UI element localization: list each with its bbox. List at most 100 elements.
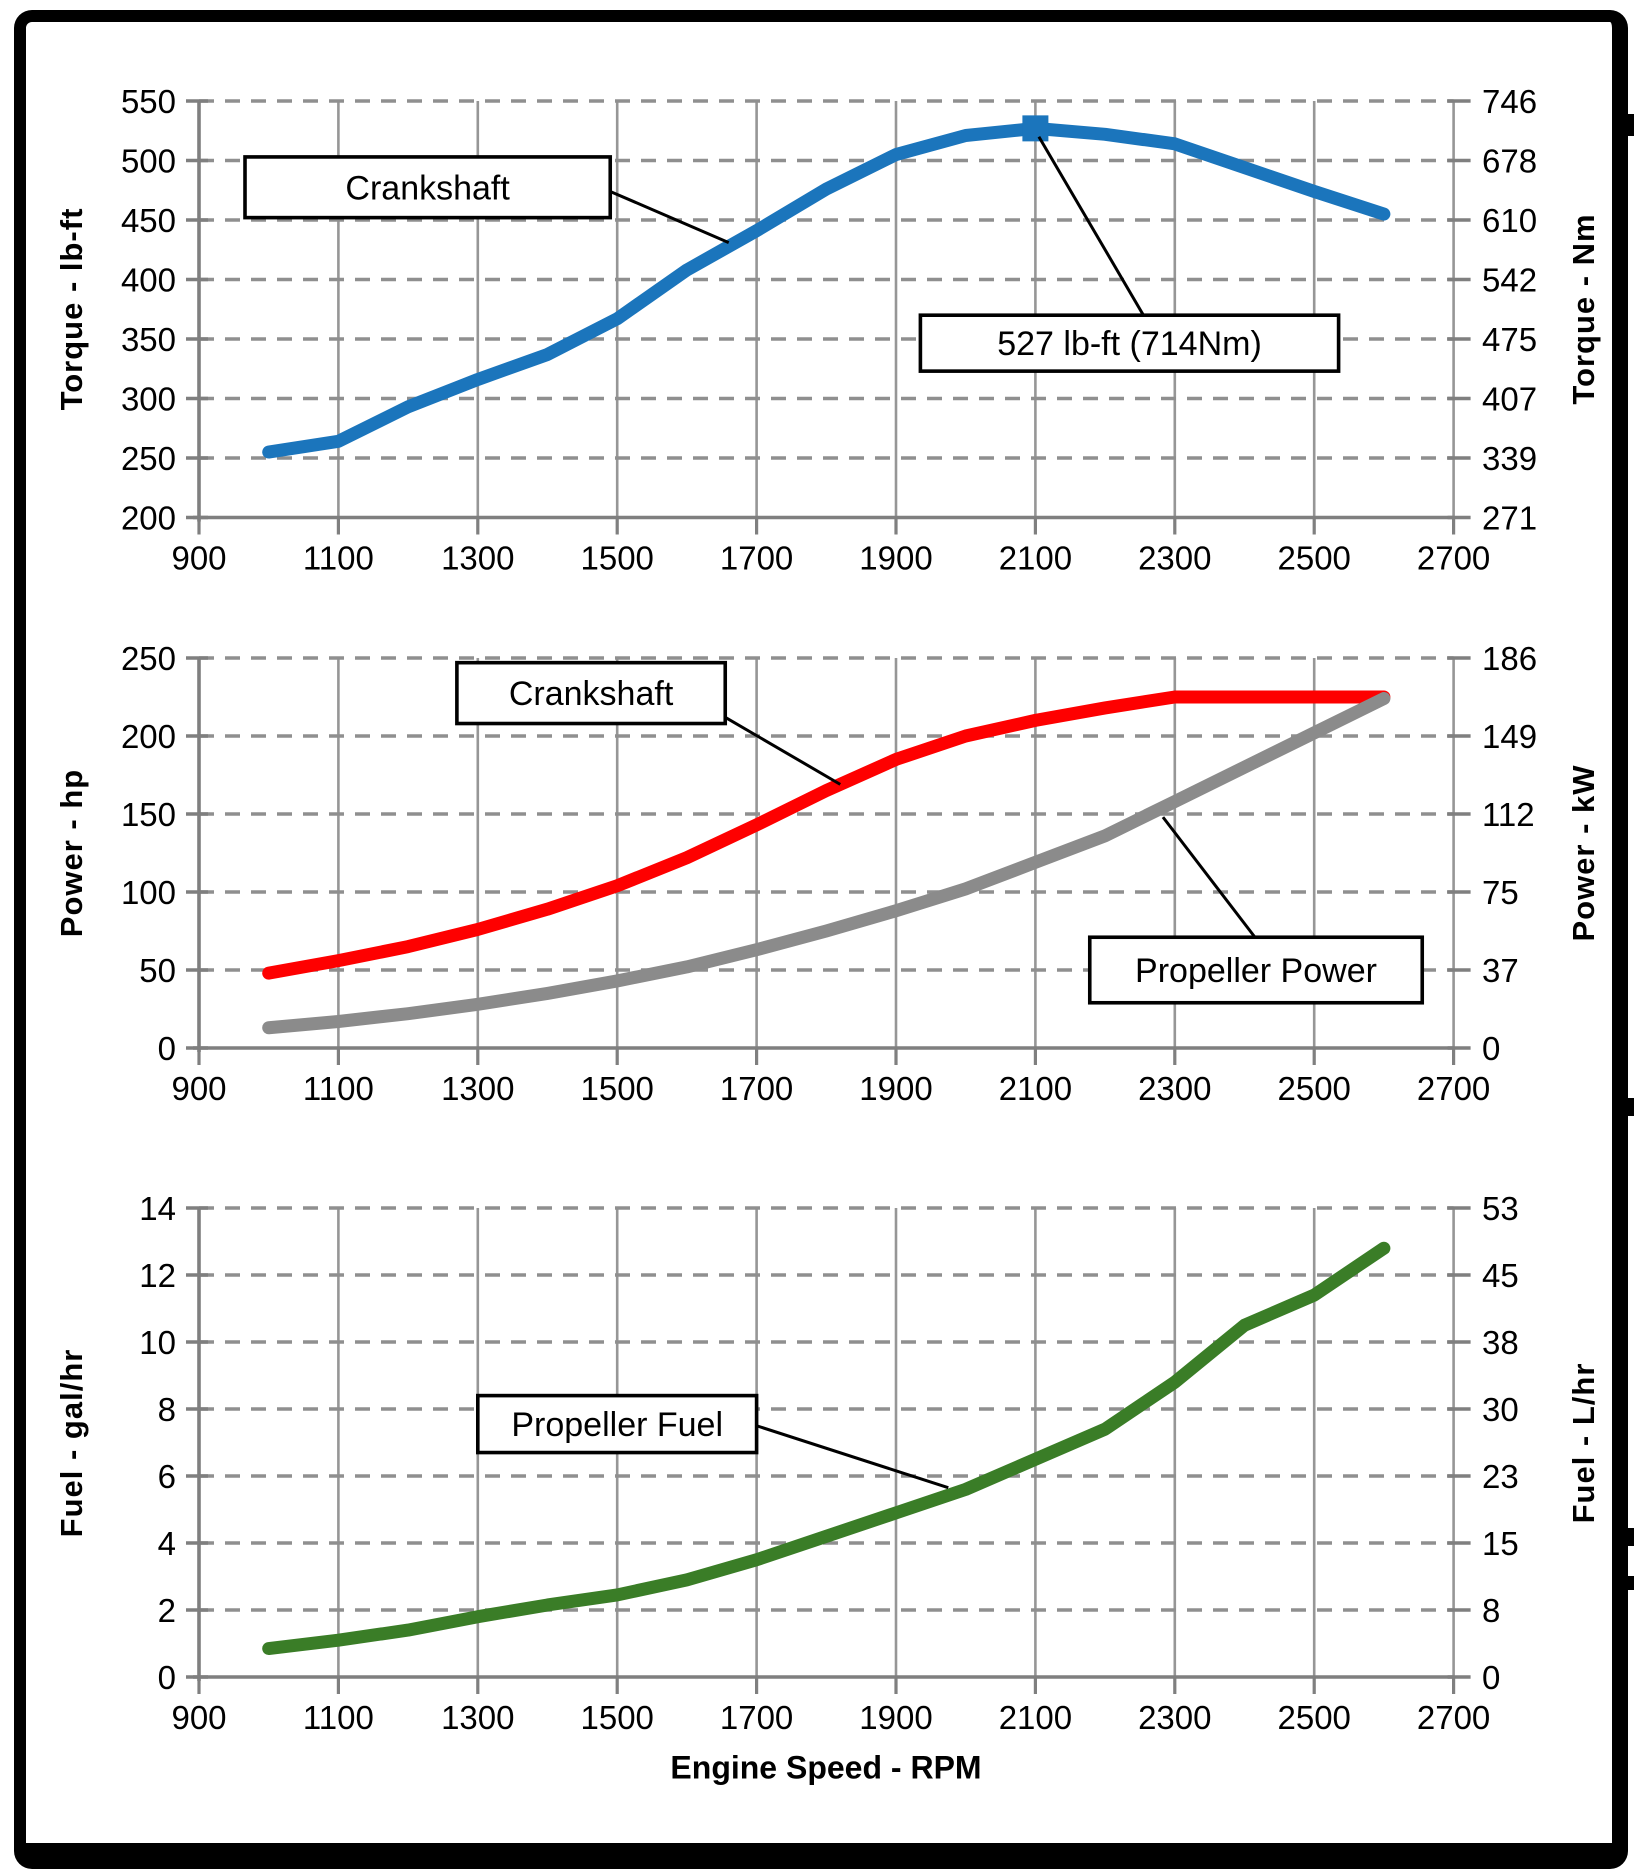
left-tick-label: 500	[121, 143, 176, 180]
left-tick-label: 14	[139, 1190, 176, 1227]
right-tick-label: 186	[1482, 640, 1537, 677]
power-propeller-callout-box	[1087, 935, 1425, 1005]
x-tick-label: 2100	[999, 1070, 1072, 1107]
power-crankshaft-callout-box	[455, 660, 728, 726]
torque-peak-callout-text: 527 lb-ft (714Nm)	[997, 325, 1262, 363]
right-tick-label: 15	[1482, 1525, 1519, 1562]
right-tick-label: 407	[1482, 381, 1537, 418]
power-propeller-callout-leader	[1161, 816, 1257, 939]
left-tick-label: 12	[139, 1257, 176, 1294]
series-propeller-fuel	[262, 1241, 1391, 1656]
edge-tab-2	[1618, 1098, 1634, 1116]
fuel-propeller-callout-text: Propeller Fuel	[511, 1406, 723, 1444]
right-tick-label: 678	[1482, 143, 1537, 180]
x-tick-label: 2700	[1417, 1699, 1490, 1736]
x-tick-label: 2500	[1277, 1699, 1350, 1736]
right-tick-label: 0	[1482, 1659, 1500, 1696]
left-tick-label: 50	[139, 952, 176, 989]
left-tick-label: 550	[121, 83, 176, 120]
x-tick-label: 2300	[1138, 540, 1211, 577]
x-tick-label: 2500	[1277, 540, 1350, 577]
right-tick-label: 746	[1482, 83, 1537, 120]
right-tick-label: 37	[1482, 952, 1519, 989]
torque-peak-callout-leader	[1037, 135, 1145, 316]
right-tick-label: 271	[1482, 500, 1537, 537]
right-tick-label: 38	[1482, 1324, 1519, 1361]
left-tick-label: 10	[139, 1324, 176, 1361]
x-tick-label: 2100	[999, 1699, 1072, 1736]
x-tick-label: 900	[171, 1070, 226, 1107]
x-tick-label: 1700	[720, 1070, 793, 1107]
series-crankshaft	[262, 121, 1391, 459]
x-axis-title: Engine Speed - RPM	[670, 1749, 982, 1786]
power-right-axis-title: Power - kW	[1566, 764, 1601, 942]
x-tick-label: 1300	[441, 540, 514, 577]
left-tick-label: 300	[121, 381, 176, 418]
x-tick-label: 2500	[1277, 1070, 1350, 1107]
x-tick-label: 1900	[859, 540, 932, 577]
fuel-left-axis-title: Fuel - gal/hr	[54, 1348, 89, 1538]
right-tick-label: 23	[1482, 1458, 1519, 1495]
power-crankshaft-callout-text: Crankshaft	[509, 675, 674, 713]
x-tick-label: 1500	[580, 1070, 653, 1107]
x-tick-label: 1500	[580, 1699, 653, 1736]
right-tick-label: 475	[1482, 321, 1537, 358]
right-tick-label: 339	[1482, 440, 1537, 477]
fuel-right-axis-title: Fuel - L/hr	[1566, 1362, 1601, 1524]
x-tick-label: 1700	[720, 1699, 793, 1736]
x-tick-label: 1300	[441, 1699, 514, 1736]
x-tick-label: 2300	[1138, 1070, 1211, 1107]
edge-tab-4	[1618, 1576, 1634, 1590]
power-crankshaft-callout-leader	[724, 715, 841, 786]
x-tick-label: 1500	[580, 540, 653, 577]
torque-peak-callout-box	[918, 313, 1341, 373]
left-tick-label: 250	[121, 640, 176, 677]
x-tick-label: 1100	[303, 540, 374, 577]
x-tick-label: 900	[171, 540, 226, 577]
edge-tab-3	[1618, 1528, 1634, 1546]
series-crankshaft	[262, 690, 1391, 980]
power-propeller-callout-text: Propeller Power	[1135, 952, 1377, 990]
right-tick-label: 30	[1482, 1391, 1519, 1428]
right-tick-label: 0	[1482, 1030, 1500, 1067]
left-tick-label: 4	[158, 1525, 176, 1562]
torque-crankshaft-callout-box	[243, 155, 613, 220]
torque-right-axis-title: Torque - Nm	[1566, 213, 1601, 405]
torque-crankshaft-callout-leader	[609, 190, 730, 244]
x-tick-label: 1100	[303, 1070, 374, 1107]
series-propeller-power	[262, 692, 1391, 1035]
x-tick-label: 1300	[441, 1070, 514, 1107]
peak-marker	[1022, 115, 1049, 142]
x-tick-label: 1900	[859, 1070, 932, 1107]
torque-left-axis-title: Torque - lb-ft	[54, 207, 89, 411]
x-tick-label: 1100	[303, 1699, 374, 1736]
x-tick-label: 2700	[1417, 540, 1490, 577]
right-tick-label: 149	[1482, 718, 1537, 755]
x-tick-label: 2300	[1138, 1699, 1211, 1736]
right-tick-label: 610	[1482, 202, 1537, 239]
power-left-axis-title: Power - hp	[54, 768, 89, 938]
torque-chart: 550 746 500 678 450 610 400 542 350 475 300 407 250 3…	[121, 83, 1537, 577]
right-tick-label: 112	[1482, 796, 1535, 833]
left-tick-label: 100	[121, 874, 176, 911]
left-tick-label: 200	[121, 718, 176, 755]
left-tick-label: 450	[121, 202, 176, 239]
right-tick-label: 75	[1482, 874, 1519, 911]
right-tick-label: 542	[1482, 262, 1537, 299]
left-tick-label: 6	[158, 1458, 176, 1495]
left-tick-label: 350	[121, 321, 176, 358]
torque-crankshaft-callout-text: Crankshaft	[345, 169, 510, 207]
right-tick-label: 53	[1482, 1190, 1519, 1227]
left-tick-label: 0	[158, 1659, 176, 1696]
left-tick-label: 8	[158, 1391, 176, 1428]
left-tick-label: 150	[121, 796, 176, 833]
fuel-propeller-callout-box	[475, 1393, 759, 1455]
left-tick-label: 200	[121, 500, 176, 537]
edge-tab-1	[1618, 114, 1634, 136]
x-tick-label: 900	[171, 1699, 226, 1736]
right-tick-label: 45	[1482, 1257, 1519, 1294]
